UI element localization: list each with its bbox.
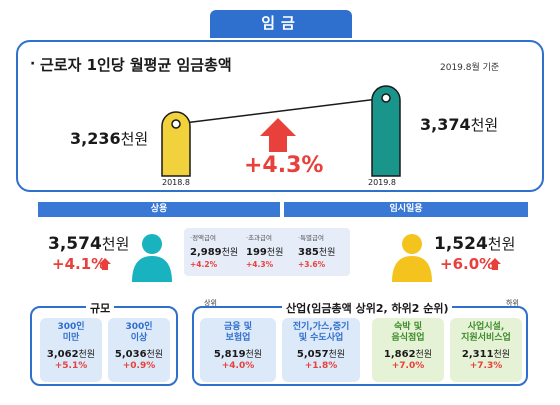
date-2019: 2019.8 [368,178,396,187]
up-arrow-icon-temporary [489,258,501,270]
temporary-value: 1,524천원 [434,234,516,254]
point-2019 [381,93,391,103]
temporary-change: +6.0% [440,255,495,273]
change-percent: +4.3% [244,153,324,178]
industry-card-accommodation: 숙박 및 음식점업 1,862천원 +7.0% [372,318,444,382]
section-tab-underline [210,34,352,38]
regular-value: 3,574천원 [48,234,130,254]
section-tab-title: 임금 [210,10,352,36]
industry-top-label: 상위 [204,299,217,307]
scale-card-over300: 300인 이상 5,036천원 +0.9% [108,318,170,382]
regular-breakdown: ·정액급여 2,989천원 +4.2% ·초과급여 199천원 +4.3% ·특… [184,228,350,276]
scale-label: 규모 [86,300,115,316]
breakdown-fixed: ·정액급여 2,989천원 +4.2% [190,234,239,269]
industry-card-business-support: 사업시설, 지원서비스업 2,311천원 +7.3% [450,318,522,382]
header-note: 2019.8월 기준 [440,63,500,73]
breakdown-overtime: ·초과급여 199천원 +4.3% [246,234,284,269]
date-2018: 2018.8 [162,178,190,187]
industry-card-finance: 금융 및 보험업 5,819천원 +4.0% [200,318,276,382]
pillar-2018 [161,111,191,177]
summary-frame [16,40,544,192]
breakdown-special: ·특별급여 385천원 +3.6% [298,234,336,269]
person-icon-regular [132,234,172,282]
band-temporary: 임시일용 [284,202,528,217]
industry-bottom-label: 하위 [506,299,519,307]
person-icon-temporary [392,234,432,282]
pillar-2019 [371,85,401,177]
scale-card-under300: 300인 미만 3,062천원 +5.1% [40,318,102,382]
industry-card-utilities: 전기,가스,증기 및 수도사업 5,057천원 +1.8% [282,318,360,382]
industry-label: 산업(임금총액 상위2, 하위2 순위) [282,300,453,316]
regular-change: +4.1% [52,255,107,273]
band-regular: 상용 [38,202,280,217]
up-arrow-icon [260,118,296,152]
header-bullet: · [30,56,36,72]
value-2018: 3,236천원 [70,129,149,148]
value-2019: 3,374천원 [420,115,499,134]
point-2018 [171,119,181,129]
up-arrow-icon-regular [99,258,111,270]
header-title: 근로자 1인당 월평균 임금총액 [40,56,232,74]
trend-line [175,97,387,125]
